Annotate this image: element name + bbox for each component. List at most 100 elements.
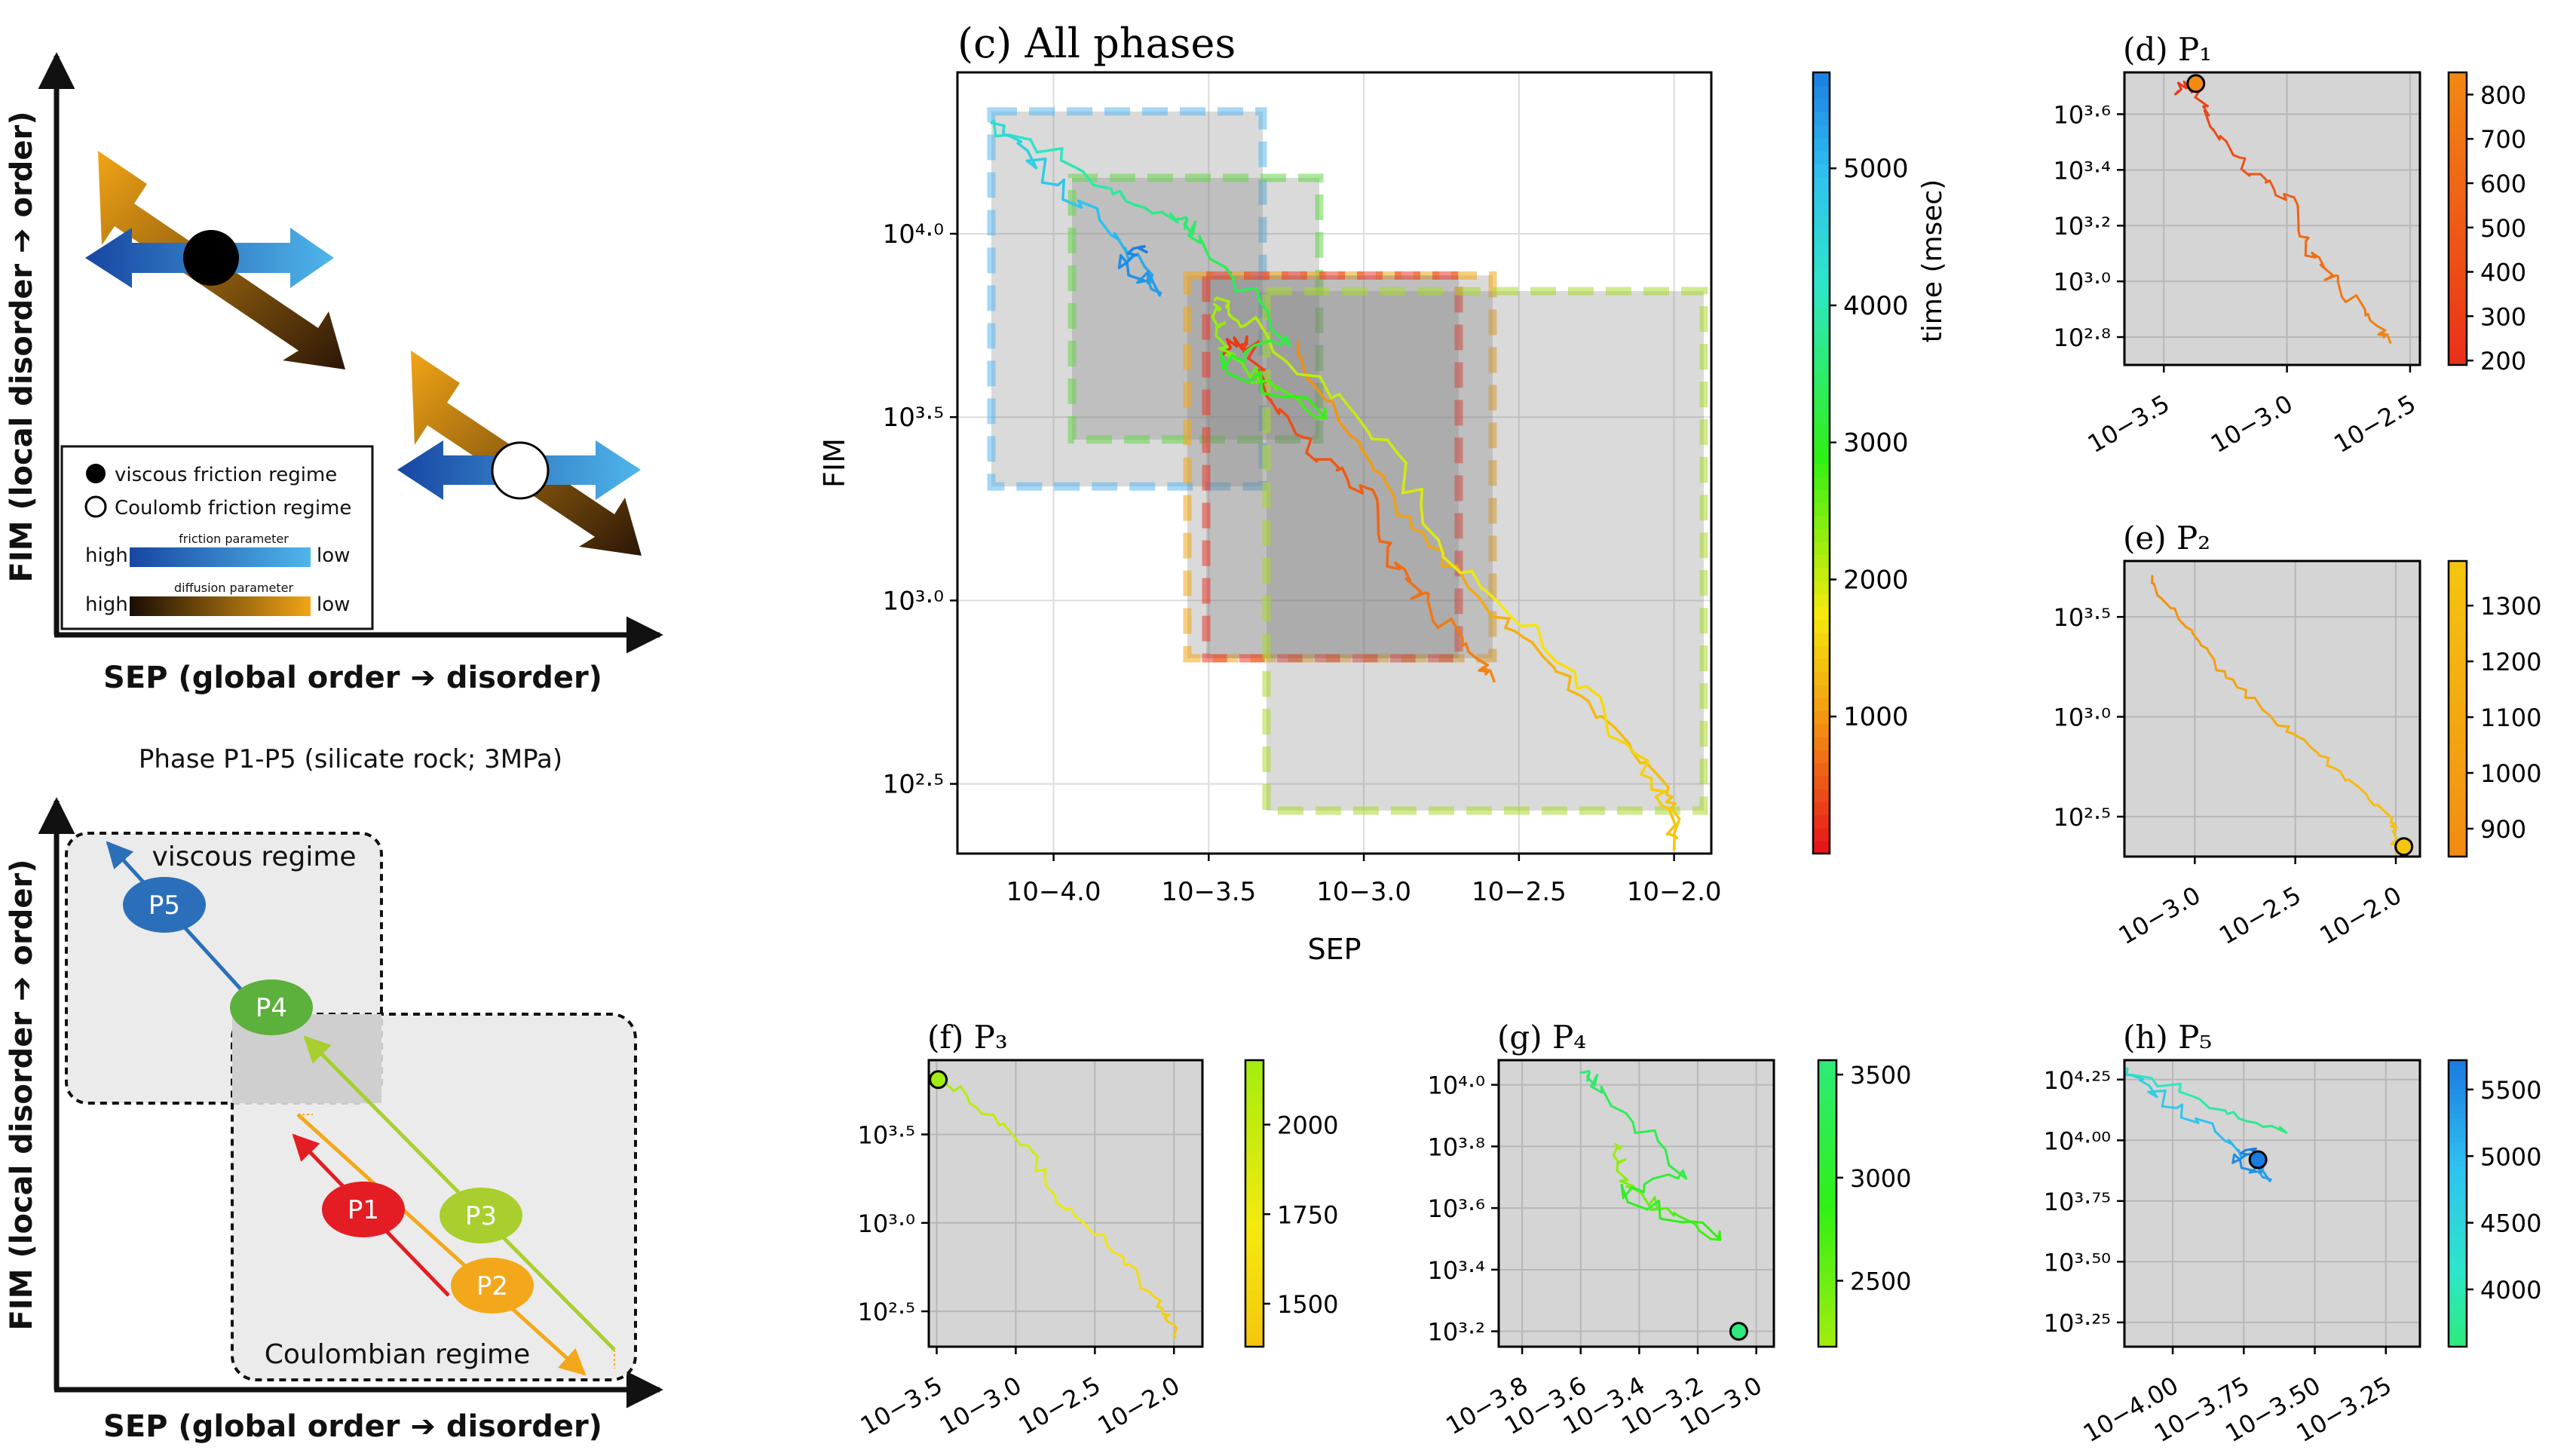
trajectory-segment <box>2319 263 2335 277</box>
trajectory-segment <box>2194 96 2210 108</box>
colorbar-segment <box>2449 199 2467 205</box>
colorbar-segment <box>1818 1270 1836 1276</box>
colorbar-segment <box>2449 204 2467 210</box>
colorbar-segment <box>1818 1151 1836 1157</box>
trajectory-segment <box>1306 396 1325 418</box>
colorbar-segment <box>1818 1079 1836 1085</box>
trajectory-segment <box>1254 287 1261 302</box>
colorbar-segment <box>1245 1194 1263 1200</box>
trajectory-segment <box>1043 147 1064 153</box>
trajectory-segment <box>1226 372 1250 384</box>
x-tick-label: 10−2.5 <box>2329 389 2421 458</box>
colorbar-segment <box>2449 1132 2467 1138</box>
colorbar-segment <box>1813 528 1830 542</box>
trajectory-segment <box>1530 640 1545 659</box>
trajectory-segment <box>992 1114 1000 1127</box>
trajectory-segment <box>2199 644 2209 650</box>
y-tick-label: 10³·⁰ <box>883 586 944 616</box>
trajectory-segment <box>1269 398 1281 415</box>
colorbar-segment <box>2449 783 2467 789</box>
trajectory-segment <box>2391 829 2398 841</box>
colorbar-segment <box>1818 1275 1836 1281</box>
trajectory-segment <box>1420 487 1424 507</box>
trajectory-segment <box>1466 586 1479 598</box>
trajectory-segment <box>2336 280 2344 299</box>
chart-panel-f: 10−3.510−3.010−2.510−2.0 10²·⁵ 10³·⁰ 10³·⁵ (… <box>856 1019 1339 1440</box>
colorbar-segment <box>1245 1318 1263 1324</box>
colorbar-tick-label: 3500 <box>1850 1061 1911 1090</box>
trajectory-segment <box>2326 764 2337 770</box>
colorbar-segment <box>1813 710 1830 725</box>
trajectory-segment <box>1074 166 1085 173</box>
colorbar-segment <box>2449 1175 2467 1181</box>
colorbar-segment <box>1245 1251 1263 1257</box>
trajectory-segment <box>1230 354 1246 363</box>
y-tick-label: 10³·⁵⁰ <box>2044 1248 2111 1277</box>
trajectory-segment <box>1536 625 1545 649</box>
colorbar-segment <box>1813 632 1830 646</box>
trajectory-segment <box>1521 636 1533 644</box>
trajectory-segment <box>1224 265 1235 280</box>
colorbar-segment <box>1818 1289 1836 1295</box>
colorbar-tick-label: 3000 <box>1850 1164 1911 1193</box>
trajectory-segment <box>1124 199 1137 207</box>
trajectory-segment <box>2179 1116 2200 1124</box>
colorbar-segment <box>1245 1241 1263 1247</box>
colorbar-tick-label: 500 <box>2480 214 2526 243</box>
colorbar-tick-label: 1750 <box>1277 1200 1338 1229</box>
trajectory-segment <box>1634 1129 1656 1135</box>
colorbar-segment <box>2449 1280 2467 1286</box>
colorbar-segment <box>2449 301 2467 308</box>
trajectory-segment <box>1301 406 1317 419</box>
trajectory-segment <box>2317 754 2330 759</box>
trajectory-segment <box>2293 196 2299 207</box>
trajectory-segment <box>2355 294 2366 311</box>
trajectory-segment <box>1156 1299 1162 1308</box>
regime-boxes <box>987 107 1708 851</box>
colorbar-segment <box>1245 1155 1263 1161</box>
chart-panel-h: 10−4.0010−3.7510−3.5010−3.2510³·²⁵10³·⁵⁰… <box>2044 1019 2542 1448</box>
plot-area <box>1499 1060 1774 1347</box>
colorbar-segment <box>2449 1218 2467 1224</box>
chart-title: (f) P₃ <box>927 1019 1008 1056</box>
trajectory-segment <box>2225 139 2234 157</box>
colorbar-tick-label: 1000 <box>2480 759 2541 788</box>
trajectory-segment <box>2261 708 2270 716</box>
trajectory-segment <box>1542 655 1556 670</box>
trajectory-segment <box>2178 1082 2182 1093</box>
trajectory-segment <box>1371 467 1385 477</box>
chart-title: (c) All phases <box>957 20 1236 67</box>
trajectory-segment <box>1077 199 1099 210</box>
colorbar-segment <box>1245 1275 1263 1281</box>
colorbar-segment <box>2449 1294 2467 1300</box>
trajectory-segment <box>1554 660 1576 673</box>
colorbar-segment <box>1245 1165 1263 1171</box>
colorbar-segment <box>1245 1084 1263 1090</box>
trajectory-segment <box>1599 695 1606 711</box>
colorbar-segment <box>2449 743 2467 750</box>
trajectory-segment <box>1567 675 1572 691</box>
trajectory-segment <box>2296 204 2300 216</box>
colorbar-segment <box>2449 1189 2467 1195</box>
colorbar-segment <box>1818 1265 1836 1271</box>
trajectory-segment <box>1554 670 1572 678</box>
colorbar-segment <box>1245 1079 1263 1085</box>
colorbar-segment <box>1813 515 1830 529</box>
trajectory-segment <box>1231 277 1237 293</box>
phase-bubble-label: P2 <box>476 1271 508 1301</box>
trajectory-segment <box>1600 1085 1613 1108</box>
colorbar-segment <box>1245 1261 1263 1267</box>
y-axis-label: FIM (local disorder ➔ order) <box>5 112 39 583</box>
y-tick-label: 10²·⁵ <box>883 770 944 800</box>
colorbar-segment <box>2449 306 2467 312</box>
colorbar-segment <box>1245 1108 1263 1114</box>
trajectory-segment <box>1476 658 1490 667</box>
coulomb-regime-label: Coulombian regime <box>265 1339 530 1370</box>
trajectory-segment <box>2215 669 2226 673</box>
trajectory-segment <box>1639 759 1649 776</box>
colorbar-segment <box>2449 600 2467 606</box>
trajectory-segment <box>1272 350 1288 363</box>
trajectory-segment <box>2283 192 2296 199</box>
trajectory-segment <box>1421 522 1440 541</box>
colorbar-tick-label: 5500 <box>2480 1076 2541 1105</box>
